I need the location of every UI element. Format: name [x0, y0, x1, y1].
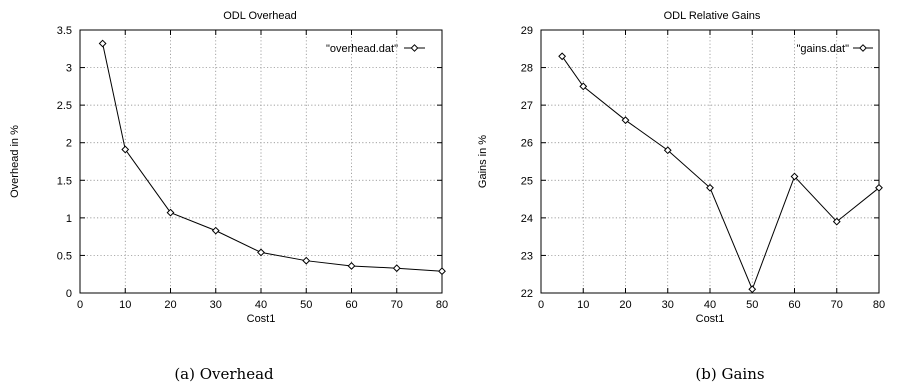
y-tick-label: 0.5	[57, 250, 72, 262]
legend-marker	[859, 44, 867, 52]
x-tick-label: 10	[119, 299, 131, 311]
y-tick-label: 3.5	[57, 25, 72, 37]
data-point	[875, 183, 883, 192]
x-tick-label: 80	[873, 299, 885, 311]
y-tick-label: 1	[66, 213, 72, 225]
data-point	[832, 217, 841, 226]
chart-2: ODL Relative Gains 0 10 20 30 40 50 60 70 80 22 23 2…	[477, 10, 885, 383]
data-point	[302, 256, 311, 265]
x-tick-label: 70	[391, 299, 403, 311]
x-tick-label: 50	[300, 299, 312, 311]
x-tick-label: 80	[436, 299, 448, 311]
x-tick-label: 0	[77, 299, 83, 311]
legend-label: "gains.dat"	[797, 43, 850, 55]
x-tick-label: 40	[704, 299, 716, 311]
x-tick-label: 50	[746, 299, 758, 311]
chart-title: ODL Overhead	[223, 10, 297, 22]
x-tick-label: 30	[210, 299, 222, 311]
data-point	[211, 226, 220, 235]
y-tick-label: 2.5	[57, 100, 72, 112]
y-tick-label: 24	[521, 213, 533, 225]
figure-caption: (a) Overhead	[174, 365, 274, 383]
plot-frame	[540, 29, 880, 294]
data-point	[579, 82, 588, 91]
x-tick-label: 30	[662, 299, 674, 311]
x-axis-label: Cost1	[247, 313, 276, 325]
data-point	[706, 183, 714, 192]
data-point	[438, 267, 446, 276]
data-point	[166, 208, 175, 217]
x-tick-label: 20	[164, 299, 176, 311]
chart-1: ODL Overhead 0 10 20 30 40 50 60 70 80 0 0.5 1 1.5 2 2.…	[9, 10, 448, 383]
y-tick-label: 29	[521, 25, 533, 37]
x-tick-label: 40	[255, 299, 267, 311]
series-line	[102, 43, 443, 272]
x-tick-label: 10	[577, 299, 589, 311]
data-point	[663, 146, 672, 155]
y-tick-label: 2	[66, 138, 72, 150]
x-tick-label: 60	[345, 299, 357, 311]
data-point	[121, 145, 130, 154]
plot-frame	[79, 29, 443, 294]
y-tick-label: 28	[521, 63, 533, 75]
y-tick-label: 25	[521, 175, 533, 187]
x-tick-label: 60	[788, 299, 800, 311]
y-axis-label: Overhead in %	[9, 125, 21, 198]
x-tick-label: 20	[619, 299, 631, 311]
data-point	[392, 264, 401, 273]
data-point	[748, 285, 757, 294]
data-point	[621, 116, 630, 125]
data-point	[257, 248, 265, 257]
y-tick-label: 23	[521, 250, 533, 262]
y-axis-label: Gains in %	[477, 135, 489, 188]
figure-caption: (b) Gains	[695, 365, 764, 383]
series-line	[561, 56, 880, 291]
y-tick-label: 1.5	[57, 175, 72, 187]
y-tick-label: 3	[66, 63, 72, 75]
x-axis-label: Cost1	[696, 313, 725, 325]
data-point	[790, 172, 799, 181]
y-tick-label: 0	[66, 288, 72, 300]
data-point	[347, 262, 356, 270]
data-point	[558, 52, 567, 61]
legend-label: "overhead.dat"	[326, 43, 398, 55]
chart-title: ODL Relative Gains	[664, 10, 761, 22]
legend-marker	[410, 44, 419, 52]
y-tick-label: 26	[521, 138, 533, 150]
x-tick-label: 0	[538, 299, 544, 311]
y-tick-label: 22	[521, 288, 533, 300]
y-tick-label: 27	[521, 100, 533, 112]
x-tick-label: 70	[831, 299, 843, 311]
data-point	[98, 39, 107, 48]
